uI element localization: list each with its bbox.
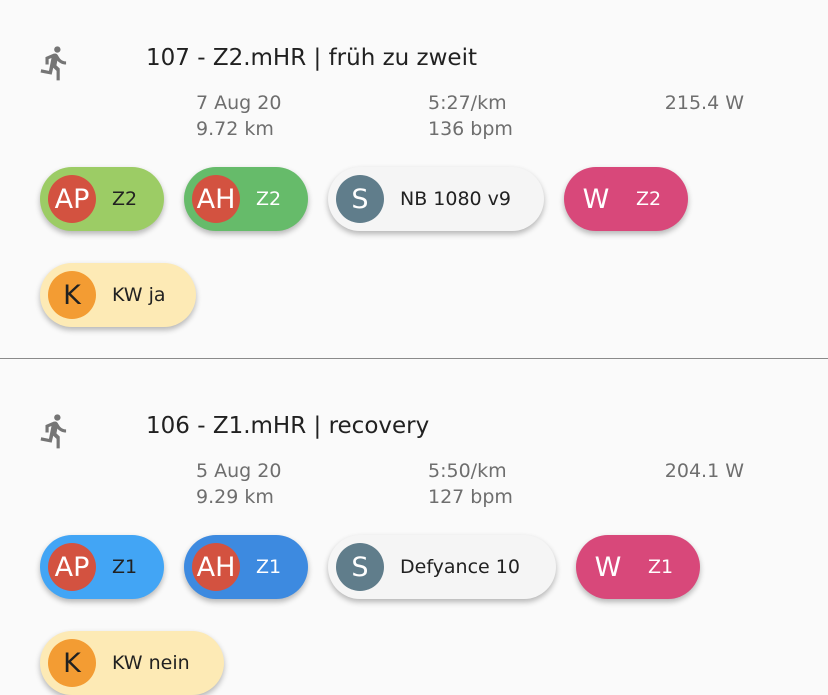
- chip-ap[interactable]: AP Z2: [40, 167, 164, 231]
- chip-ah[interactable]: AH Z2: [184, 167, 308, 231]
- activity-power: 215.4 W: [664, 92, 744, 114]
- chip-label: KW ja: [112, 284, 166, 306]
- chip-label: Z1: [112, 556, 138, 578]
- chip-shoe[interactable]: S Defyance 10: [328, 535, 556, 599]
- chip-label: Z2: [636, 188, 662, 210]
- chip-label: KW nein: [112, 652, 190, 674]
- chip-weather[interactable]: W Z2: [564, 167, 688, 231]
- activity-card[interactable]: 107 - Z2.mHR | früh zu zweit 7 Aug 20 9.…: [0, 0, 828, 359]
- running-icon: [40, 46, 67, 81]
- chip-avatar: K: [48, 271, 96, 319]
- chip-ap[interactable]: AP Z1: [40, 535, 164, 599]
- activity-title: 106 - Z1.mHR | recovery: [146, 413, 430, 439]
- activity-title: 107 - Z2.mHR | früh zu zweit: [146, 45, 477, 71]
- activity-power: 204.1 W: [664, 460, 744, 482]
- chip-avatar: W: [572, 175, 620, 223]
- chip-label: Z1: [648, 556, 674, 578]
- activity-heart-rate: 127 bpm: [428, 486, 513, 508]
- chip-avatar: AH: [192, 175, 240, 223]
- activity-date: 7 Aug 20: [196, 92, 282, 114]
- activity-heart-rate: 136 bpm: [428, 118, 513, 140]
- activity-date: 5 Aug 20: [196, 460, 282, 482]
- chip-label: NB 1080 v9: [400, 188, 512, 210]
- chip-weather[interactable]: W Z1: [576, 535, 700, 599]
- activity-distance: 9.72 km: [196, 118, 274, 140]
- chip-label: Z2: [112, 188, 138, 210]
- chip-ah[interactable]: AH Z1: [184, 535, 308, 599]
- chip-label: Z2: [256, 188, 282, 210]
- running-icon: [40, 414, 67, 449]
- chip-label: Defyance 10: [400, 556, 520, 578]
- activity-distance: 9.29 km: [196, 486, 274, 508]
- chip-kw[interactable]: K KW nein: [40, 631, 224, 695]
- chip-kw[interactable]: K KW ja: [40, 263, 196, 327]
- chip-shoe[interactable]: S NB 1080 v9: [328, 167, 544, 231]
- chip-avatar: AP: [48, 543, 96, 591]
- chip-avatar: S: [336, 175, 384, 223]
- activity-pace: 5:27/km: [428, 92, 507, 114]
- chip-avatar: AH: [192, 543, 240, 591]
- chip-avatar: K: [48, 639, 96, 687]
- chip-avatar: W: [584, 543, 632, 591]
- activity-pace: 5:50/km: [428, 460, 507, 482]
- chip-avatar: S: [336, 543, 384, 591]
- activity-card[interactable]: 106 - Z1.mHR | recovery 5 Aug 20 9.29 km…: [0, 360, 828, 695]
- chip-label: Z1: [256, 556, 282, 578]
- chip-avatar: AP: [48, 175, 96, 223]
